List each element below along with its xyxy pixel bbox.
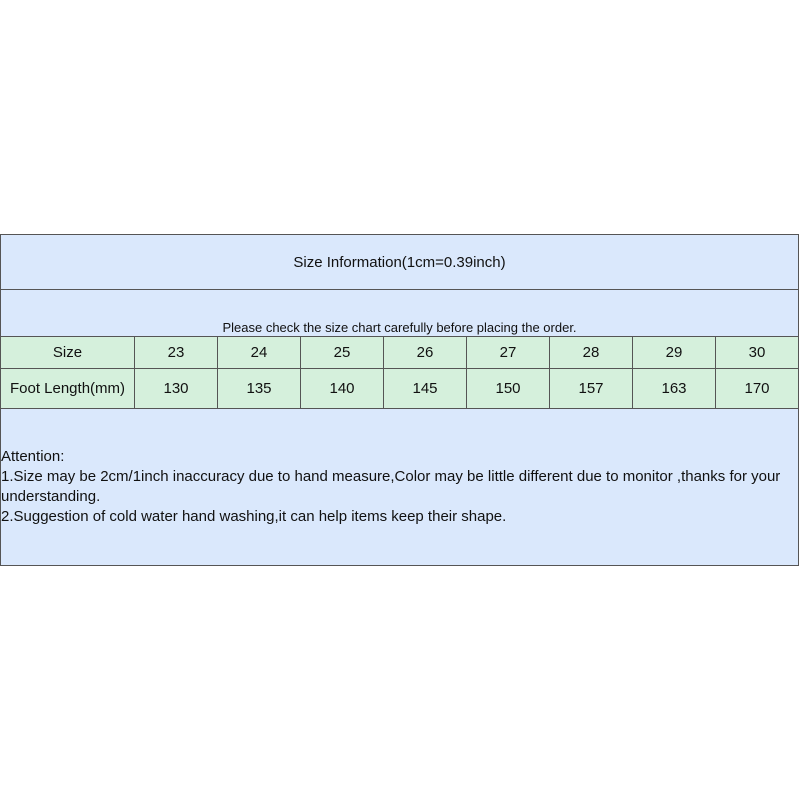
table-cell: 170 xyxy=(715,368,799,409)
chart-subtitle: Please check the size chart carefully be… xyxy=(0,289,799,337)
note-line: 2.Suggestion of cold water hand washing,… xyxy=(1,508,507,525)
notes-heading: Attention: xyxy=(1,448,65,465)
row-label: Foot Length(mm) xyxy=(0,368,135,409)
table-cell: 23 xyxy=(134,336,218,369)
table-cell: 145 xyxy=(383,368,467,409)
table-cell: 30 xyxy=(715,336,799,369)
table-cell: 27 xyxy=(466,336,550,369)
table-cell: 25 xyxy=(300,336,384,369)
table-cell: 28 xyxy=(549,336,633,369)
table-cell: 150 xyxy=(466,368,550,409)
chart-title: Size Information(1cm=0.39inch) xyxy=(0,234,799,290)
table-cell: 163 xyxy=(632,368,716,409)
row-label: Size xyxy=(0,336,135,369)
table-cell: 157 xyxy=(549,368,633,409)
table-cell: 26 xyxy=(383,336,467,369)
table-cell: 24 xyxy=(217,336,301,369)
table-cell: 140 xyxy=(300,368,384,409)
table-cell: 29 xyxy=(632,336,716,369)
table-cell: 130 xyxy=(134,368,218,409)
table-cell: 135 xyxy=(217,368,301,409)
size-row: Size 23 24 25 26 27 28 29 30 xyxy=(0,336,799,369)
size-chart-table: Size Information(1cm=0.39inch) Please ch… xyxy=(0,234,799,566)
foot-length-row: Foot Length(mm) 130 135 140 145 150 157 163 170 xyxy=(0,368,799,409)
attention-notes: Attention: 1.Size may be 2cm/1inch inacc… xyxy=(0,408,799,566)
note-line: 1.Size may be 2cm/1inch inaccuracy due t… xyxy=(1,468,781,505)
